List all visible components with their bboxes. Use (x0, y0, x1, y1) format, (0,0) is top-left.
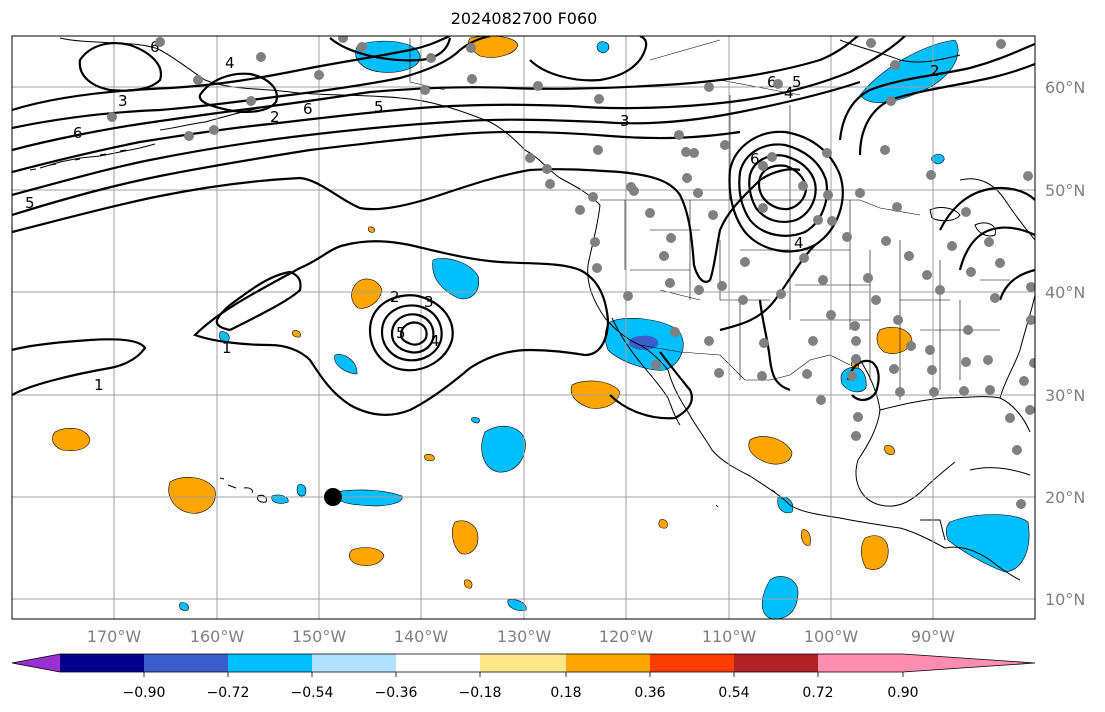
colorbar-tick-label: −0.90 (123, 685, 166, 701)
contour-label: 6 (750, 150, 760, 168)
contour-label: 3 (118, 92, 128, 110)
contour-label: 5 (374, 98, 384, 116)
colorbar-bin (650, 654, 734, 672)
colorbar: −0.90 −0.72 −0.54 −0.36 −0.18 0.18 0.36 … (11, 653, 1036, 701)
colorbar-tick-label: 0.54 (718, 685, 749, 701)
contour-label: 1 (222, 339, 232, 357)
contour-label: 3 (620, 112, 630, 130)
contour-label: 5 (396, 324, 406, 342)
colorbar-tick-label: −0.72 (207, 685, 250, 701)
marker-point (324, 488, 342, 506)
colorbar-bin (312, 654, 396, 672)
map-frame (11, 35, 1036, 620)
colorbar-bin (144, 654, 228, 672)
lat-label: 30°N (1045, 386, 1085, 405)
map-area: 3 6 5 4 6 2 6 5 3 6 5 4 2 3 5 4 1 1 2 6 … (12, 36, 1035, 619)
colorbar-bin (480, 654, 566, 672)
colorbar-tick-label: 0.36 (634, 685, 665, 701)
strong-negative-shading (628, 335, 659, 350)
longitude-labels: 170°W 160°W 150°W 140°W 130°W 120°W 110°… (87, 627, 955, 646)
lat-label: 50°N (1045, 181, 1085, 200)
colorbar-bin (566, 654, 650, 672)
lat-label: 10°N (1045, 590, 1085, 609)
lat-label: 20°N (1045, 488, 1085, 507)
contour-label: 2 (930, 62, 940, 80)
colorbar-tick-label: 0.90 (887, 685, 918, 701)
contour-label: 6 (73, 124, 83, 142)
negative-shading (179, 39, 1030, 619)
lon-label: 120°W (599, 627, 654, 646)
coastlines (29, 37, 1035, 581)
lon-label: 90°W (911, 627, 955, 646)
contour-label: 1 (94, 376, 104, 394)
map-title: 2024082700 F060 (450, 9, 598, 28)
contour-label: 5 (792, 73, 802, 91)
contour-label: 4 (430, 332, 440, 350)
contour-label: 4 (784, 84, 794, 102)
latitude-labels: 60°N 50°N 40°N 30°N 20°N 10°N (1045, 78, 1085, 609)
colorbar-bin (60, 654, 144, 672)
lat-label: 60°N (1045, 78, 1085, 97)
colorbar-extend-high (903, 654, 1035, 672)
colorbar-bin (396, 654, 480, 672)
contour-label: 4 (794, 234, 804, 252)
colorbar-tick-label: −0.36 (375, 685, 418, 701)
contour-label: 6 (767, 73, 777, 91)
colorbar-tick-label: −0.18 (459, 685, 502, 701)
contour-label: 2 (270, 108, 280, 126)
lon-label: 110°W (702, 627, 757, 646)
colorbar-extend-low (12, 654, 60, 672)
contour-labels: 3 6 5 4 6 2 6 5 3 6 5 4 2 3 5 4 1 1 2 6 … (25, 38, 940, 394)
colorbar-tick-label: −0.54 (291, 685, 334, 701)
lon-label: 160°W (190, 627, 245, 646)
lon-label: 130°W (497, 627, 552, 646)
colorbar-bin (734, 654, 818, 672)
colorbar-bin (818, 654, 903, 672)
gridlines (12, 36, 1035, 619)
colorbar-tick-label: 0.72 (802, 685, 833, 701)
stations (107, 36, 1035, 509)
lon-label: 150°W (292, 627, 347, 646)
contours (12, 36, 1035, 420)
contour-label: 5 (25, 194, 35, 212)
contour-label: 4 (225, 54, 235, 72)
colorbar-outline (11, 653, 1036, 673)
contour-label: 3 (424, 293, 434, 311)
contour-label: 6 (303, 100, 313, 118)
colorbar-bin (228, 654, 312, 672)
colorbar-tick-label: 0.18 (550, 685, 581, 701)
contour-label: 2 (390, 288, 400, 306)
positive-shading (52, 36, 913, 589)
lat-label: 40°N (1045, 283, 1085, 302)
contour-label: 6 (150, 38, 160, 56)
lon-label: 100°W (804, 627, 859, 646)
lon-label: 170°W (87, 627, 142, 646)
lon-label: 140°W (394, 627, 449, 646)
